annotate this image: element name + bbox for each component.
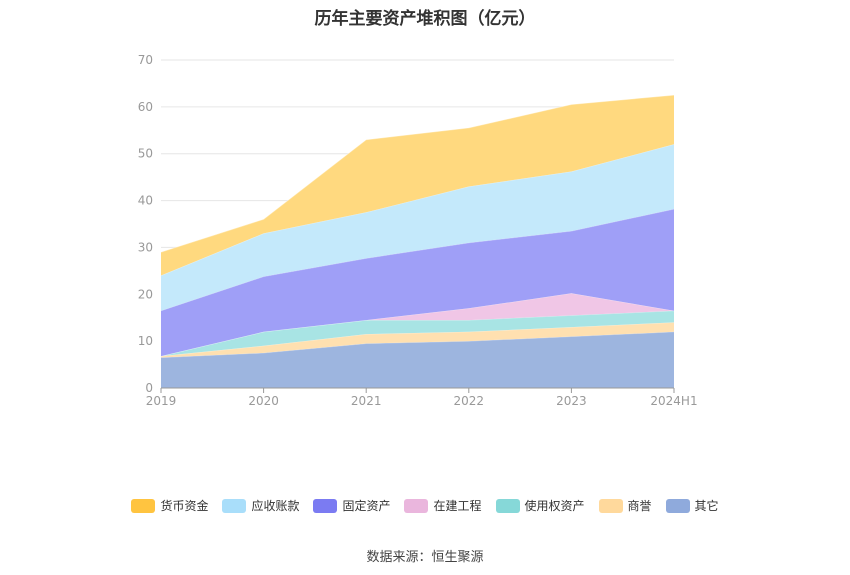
area-series-4 bbox=[161, 209, 674, 357]
legend-item[interactable]: 固定资产 bbox=[313, 497, 390, 514]
axes: 0 10 20 30 40 50 60 70 2019 2020 2021 2022 2023 2024H… bbox=[138, 53, 698, 408]
legend-swatch bbox=[404, 498, 429, 513]
area-series-top-line-3 bbox=[160, 292, 675, 357]
data-source-note: 数据来源：恒生聚源 bbox=[366, 550, 484, 565]
area-series-3 bbox=[161, 293, 674, 357]
legend-swatch bbox=[131, 498, 156, 513]
legend-label: 在建工程 bbox=[433, 499, 482, 513]
x-tick-label: 2019 bbox=[146, 394, 177, 408]
area-series-top-line-1 bbox=[160, 321, 675, 357]
legend-item[interactable]: 其它 bbox=[665, 497, 719, 514]
legend-swatch bbox=[313, 498, 338, 513]
legend-label: 货币资金 bbox=[160, 499, 209, 513]
y-tick-label: 30 bbox=[138, 240, 153, 254]
legend-swatch bbox=[598, 498, 623, 513]
legend-swatch bbox=[495, 498, 520, 513]
y-tick-label: 0 bbox=[145, 381, 153, 395]
area-series-5 bbox=[161, 144, 674, 311]
y-tick-label: 70 bbox=[138, 53, 153, 67]
legend-label: 其它 bbox=[694, 499, 719, 513]
y-tick-label: 50 bbox=[138, 147, 153, 161]
legend-item[interactable]: 货币资金 bbox=[131, 497, 208, 514]
area-series-1 bbox=[161, 322, 674, 358]
legend-swatch bbox=[222, 498, 247, 513]
stacked-areas bbox=[160, 94, 675, 388]
x-tick-label: 2020 bbox=[248, 394, 279, 408]
legend-item[interactable]: 在建工程 bbox=[404, 497, 482, 514]
legend-item[interactable]: 应收账款 bbox=[222, 497, 299, 514]
legend-item[interactable]: 商誉 bbox=[598, 497, 652, 514]
legend: 货币资金 应收账款 固定资产 在建工程 使用权资产 商誉 其它 bbox=[0, 497, 850, 514]
x-tick-label: 2021 bbox=[351, 394, 382, 408]
x-tick-label: 2024H1 bbox=[650, 394, 697, 408]
x-tick-label: 2023 bbox=[556, 394, 587, 408]
legend-label: 商誉 bbox=[627, 499, 652, 513]
area-series-top-line-6 bbox=[160, 94, 675, 253]
legend-swatch bbox=[665, 498, 690, 513]
area-series-6 bbox=[161, 95, 674, 276]
chart-title: 历年主要资产堆积图（亿元） bbox=[314, 9, 536, 29]
area-series-2 bbox=[161, 310, 674, 357]
legend-label: 使用权资产 bbox=[524, 499, 585, 513]
legend-label: 固定资产 bbox=[342, 499, 391, 513]
y-tick-label: 20 bbox=[138, 287, 153, 301]
y-tick-label: 10 bbox=[138, 334, 153, 348]
legend-label: 应收账款 bbox=[251, 499, 300, 513]
area-series-0 bbox=[161, 331, 674, 388]
legend-item[interactable]: 使用权资产 bbox=[495, 497, 585, 514]
y-tick-label: 60 bbox=[138, 100, 153, 114]
y-tick-label: 40 bbox=[138, 194, 153, 208]
x-tick-label: 2022 bbox=[454, 394, 485, 408]
